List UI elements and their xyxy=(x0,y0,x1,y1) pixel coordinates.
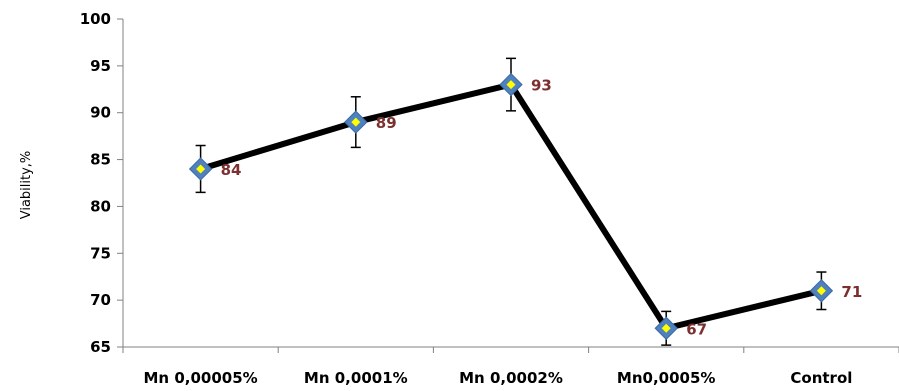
x-tick-label: Mn 0,0002% xyxy=(459,369,563,386)
y-tick-label: 80 xyxy=(90,197,111,215)
diamond-marker-center xyxy=(661,323,671,333)
data-point xyxy=(654,316,678,340)
data-point xyxy=(499,72,523,97)
data-labels: 84 89 93 67 71 xyxy=(221,77,863,339)
x-tick-label: Control xyxy=(790,369,852,386)
x-tick-label: Mn 0,0001% xyxy=(304,369,408,386)
error-bars xyxy=(195,57,827,346)
y-tick-label: 75 xyxy=(90,244,111,262)
axes: 65 70 75 80 85 90 95 100 Mn 0,00005% Mn 0,0001% Mn… xyxy=(80,10,899,387)
data-label: 67 xyxy=(686,320,707,338)
data-point xyxy=(809,279,834,303)
y-tick-label: 65 xyxy=(90,338,111,356)
data-label: 93 xyxy=(531,77,552,95)
x-tick-label: Mn 0,00005% xyxy=(144,369,258,386)
series-polyline xyxy=(199,81,823,332)
diamond-marker-center xyxy=(816,286,826,296)
y-axis-title: Viability,% xyxy=(19,151,34,220)
data-label: 71 xyxy=(841,283,862,301)
data-markers xyxy=(188,72,834,340)
data-label: 84 xyxy=(221,161,242,179)
diamond-marker-center xyxy=(351,117,361,127)
diamond-marker-center xyxy=(196,164,206,174)
data-label: 89 xyxy=(376,114,397,132)
y-tick-label: 100 xyxy=(80,10,111,28)
x-tick-label: Mn0,0005% xyxy=(617,369,716,386)
y-tick-label: 95 xyxy=(90,57,111,75)
data-point xyxy=(188,157,213,181)
y-tick-label: 70 xyxy=(90,291,111,309)
data-point xyxy=(344,110,368,134)
series-line xyxy=(199,81,823,332)
diamond-marker-center xyxy=(506,80,516,90)
y-tick-label: 90 xyxy=(90,104,111,122)
y-tick-label: 85 xyxy=(90,151,111,169)
